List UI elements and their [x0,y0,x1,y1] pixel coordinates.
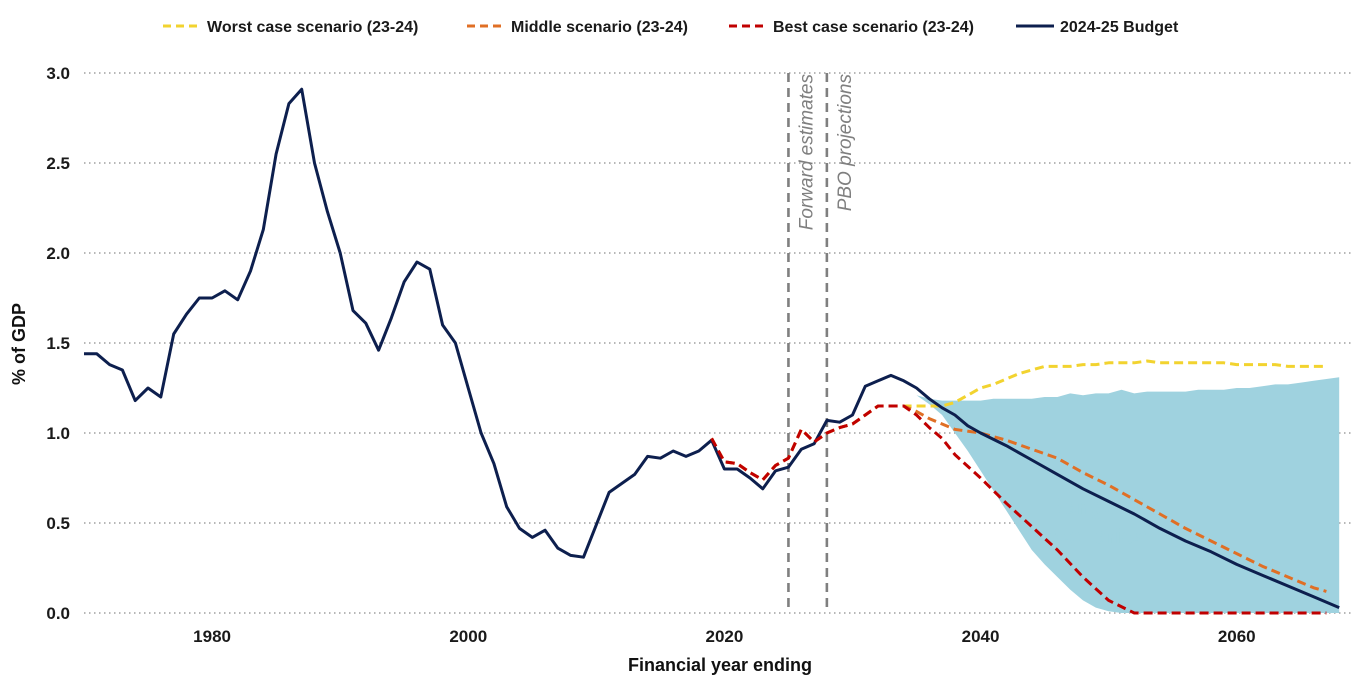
legend-label: 2024-25 Budget [1060,19,1179,36]
x-axis-title: Financial year ending [628,655,812,675]
vertical-markers: Forward estimates PBO projections [787,73,856,613]
y-tick-label: 1.0 [46,424,70,443]
y-axis-title: % of GDP [9,303,29,385]
legend: Worst case scenario (23-24) Middle scenar… [163,19,1179,36]
legend-label: Best case scenario (23-24) [773,19,974,36]
y-tick-label: 2.0 [46,244,70,263]
y-tick-label: 0.0 [46,604,70,623]
x-tick-label: 2060 [1218,627,1256,646]
series-layer [84,87,1340,615]
legend-label: Middle scenario (23-24) [511,19,688,36]
y-tick-label: 3.0 [46,64,70,83]
y-tick-label: 2.5 [46,154,70,173]
forward-estimates-label: Forward estimates [796,74,817,231]
legend-label: Worst case scenario (23-24) [207,19,418,36]
gridlines [84,72,1352,614]
y-tick-label: 0.5 [46,514,70,533]
series-line-0 [710,359,1327,482]
range-label-line1: Range of [1049,494,1144,519]
pbo-projections-label: PBO projections [835,74,856,212]
x-tick-label: 2000 [449,627,487,646]
series-line-3 [84,87,1340,609]
x-tick-label: 2020 [705,627,743,646]
x-tick-label: 1980 [193,627,231,646]
axes: 0.0 0.5 1.0 1.5 2.0 2.5 3.0 1980 2000 2020 2040 206… [46,64,1255,646]
series-line-2 [710,404,1327,615]
y-tick-label: 1.5 [46,334,70,353]
range-label-line2: scenarios [1044,524,1147,549]
x-tick-label: 2040 [962,627,1000,646]
